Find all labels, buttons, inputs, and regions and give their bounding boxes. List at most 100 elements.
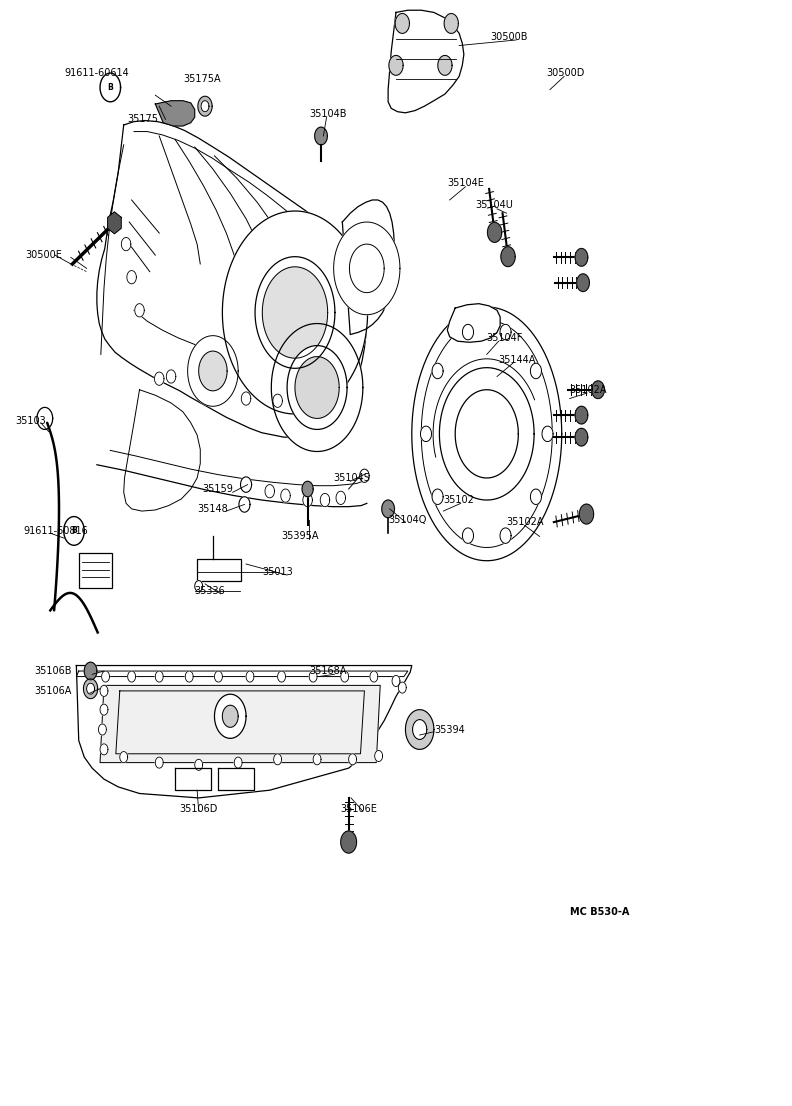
Polygon shape [278, 671, 285, 682]
Polygon shape [185, 671, 193, 682]
Polygon shape [542, 426, 553, 441]
Polygon shape [223, 211, 367, 414]
Polygon shape [342, 200, 394, 334]
Polygon shape [239, 497, 250, 512]
Polygon shape [395, 13, 409, 33]
Text: 35104E: 35104E [447, 178, 484, 188]
Text: 35106D: 35106D [179, 804, 217, 814]
Polygon shape [375, 751, 383, 762]
Polygon shape [432, 363, 443, 378]
Polygon shape [63, 517, 84, 545]
Text: 35104Q: 35104Q [388, 515, 426, 525]
Polygon shape [392, 676, 400, 687]
Polygon shape [281, 489, 290, 502]
Polygon shape [463, 324, 474, 340]
Polygon shape [100, 686, 108, 697]
Polygon shape [500, 528, 511, 543]
Polygon shape [272, 324, 363, 451]
Polygon shape [188, 335, 238, 406]
Text: 35102A: 35102A [569, 385, 607, 395]
Polygon shape [421, 426, 432, 441]
Text: 35175A: 35175A [183, 74, 220, 84]
Polygon shape [463, 528, 474, 543]
Text: 35106A: 35106A [35, 686, 72, 696]
Polygon shape [83, 679, 97, 699]
FancyBboxPatch shape [197, 559, 241, 581]
Polygon shape [215, 695, 246, 739]
Polygon shape [121, 238, 131, 251]
Polygon shape [274, 754, 282, 765]
Polygon shape [575, 428, 588, 446]
Polygon shape [309, 671, 317, 682]
Polygon shape [98, 724, 106, 735]
Polygon shape [195, 760, 203, 771]
Polygon shape [444, 13, 459, 33]
Polygon shape [108, 211, 121, 233]
Polygon shape [127, 271, 136, 284]
Polygon shape [341, 831, 356, 853]
Polygon shape [273, 394, 283, 407]
Polygon shape [341, 671, 348, 682]
Polygon shape [577, 274, 589, 292]
Polygon shape [242, 392, 251, 405]
Polygon shape [241, 477, 252, 492]
Polygon shape [97, 121, 367, 437]
Polygon shape [76, 666, 412, 797]
Polygon shape [398, 682, 406, 693]
Polygon shape [155, 671, 163, 682]
Text: 35013: 35013 [262, 566, 292, 576]
Polygon shape [86, 684, 94, 695]
Polygon shape [531, 363, 542, 378]
Text: 35104B: 35104B [309, 108, 347, 119]
Text: 35104U: 35104U [475, 200, 512, 210]
Polygon shape [246, 671, 254, 682]
Polygon shape [302, 481, 313, 497]
Polygon shape [314, 127, 327, 145]
Text: B: B [108, 83, 113, 92]
Polygon shape [199, 351, 227, 390]
Polygon shape [455, 389, 518, 478]
Polygon shape [360, 469, 369, 482]
Text: 35144A: 35144A [499, 355, 536, 365]
Polygon shape [438, 55, 452, 75]
Polygon shape [223, 706, 238, 728]
Polygon shape [215, 671, 223, 682]
Text: 91611-60816: 91611-60816 [24, 526, 88, 536]
Polygon shape [447, 304, 501, 342]
Polygon shape [333, 222, 400, 315]
Polygon shape [575, 406, 588, 424]
Text: 35106B: 35106B [35, 666, 72, 676]
Polygon shape [100, 705, 108, 716]
Text: 35103: 35103 [16, 416, 47, 426]
Polygon shape [234, 758, 242, 769]
Polygon shape [287, 345, 347, 429]
Polygon shape [580, 504, 593, 524]
Polygon shape [154, 372, 164, 385]
Text: 35148: 35148 [197, 504, 228, 514]
Polygon shape [412, 307, 562, 561]
Polygon shape [155, 101, 195, 126]
Polygon shape [84, 662, 97, 680]
Polygon shape [320, 493, 329, 507]
Polygon shape [100, 744, 108, 755]
Text: 30500E: 30500E [25, 250, 62, 260]
Polygon shape [382, 500, 394, 518]
Polygon shape [219, 769, 254, 790]
Polygon shape [500, 324, 511, 340]
Text: 35159: 35159 [203, 484, 234, 494]
Polygon shape [349, 244, 384, 293]
Polygon shape [101, 671, 109, 682]
Polygon shape [432, 489, 443, 504]
Text: 35104F: 35104F [487, 333, 524, 343]
Polygon shape [135, 304, 144, 317]
Polygon shape [501, 247, 515, 267]
Polygon shape [155, 758, 163, 769]
FancyBboxPatch shape [78, 553, 112, 588]
Text: 35102A: 35102A [507, 518, 544, 528]
Text: 35175: 35175 [128, 114, 158, 125]
Polygon shape [413, 720, 427, 740]
Text: 35106E: 35106E [341, 804, 378, 814]
Polygon shape [166, 369, 176, 383]
Text: 30500D: 30500D [546, 69, 584, 79]
Polygon shape [128, 671, 135, 682]
